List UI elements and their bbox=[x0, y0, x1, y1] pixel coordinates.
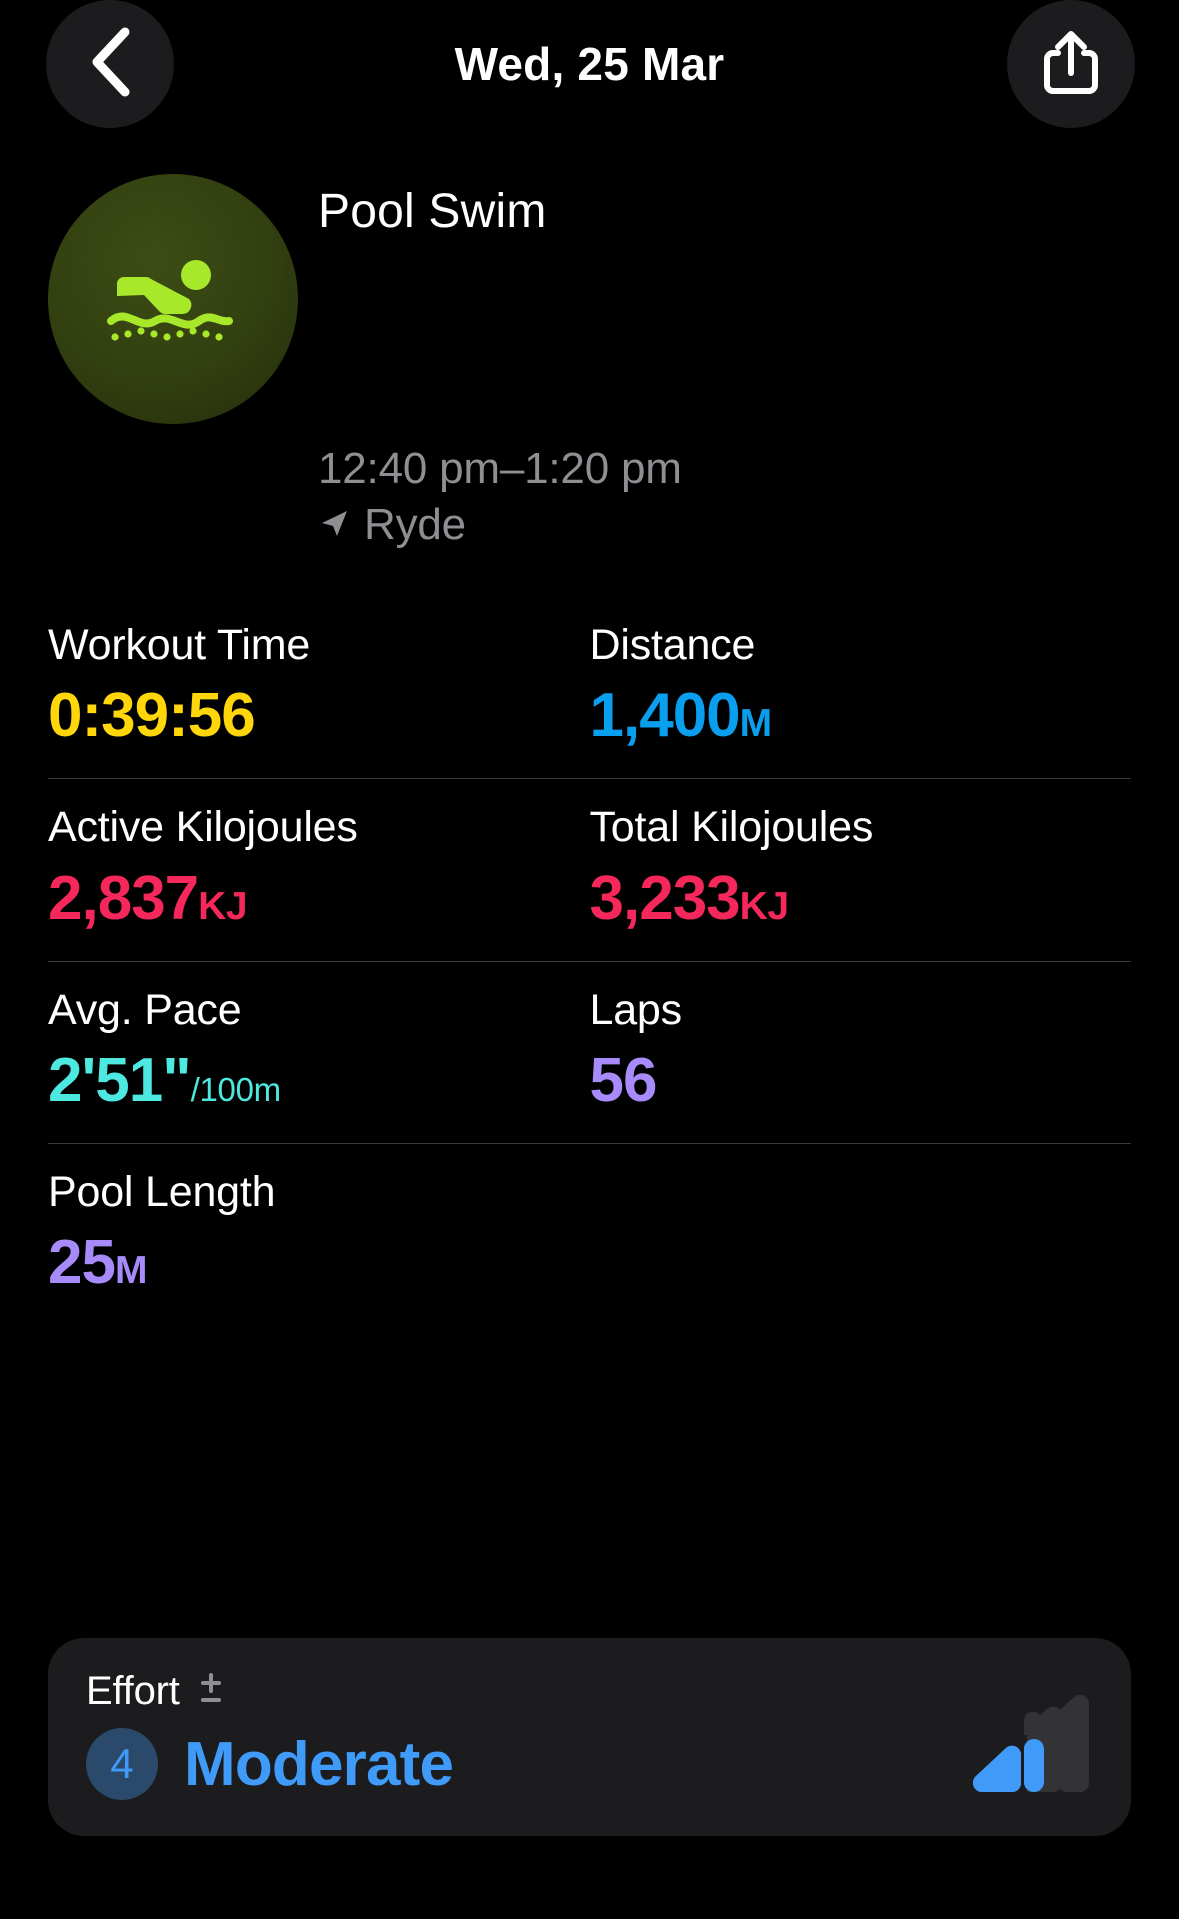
metric-label: Active Kilojoules bbox=[48, 803, 358, 852]
activity-location-label: Ryde bbox=[364, 500, 466, 550]
metric-label: Avg. Pace bbox=[48, 985, 242, 1034]
metric-distance: Distance 1,400M bbox=[589, 621, 1132, 748]
metric-row: Pool Length 25M bbox=[48, 1143, 1131, 1325]
metric-number: 2'51" bbox=[48, 1046, 192, 1116]
metric-value: 1,400M bbox=[590, 683, 1132, 748]
activity-name: Pool Swim bbox=[318, 185, 547, 238]
metric-label: Distance bbox=[589, 621, 756, 669]
metric-label: Laps bbox=[589, 985, 683, 1034]
metric-empty-slot bbox=[590, 1169, 1132, 1295]
effort-rating-badge: 4 bbox=[86, 1728, 158, 1800]
activity-summary: Pool Swim 12:40 pm–1:20 pm Ryde bbox=[0, 174, 1179, 574]
metric-workout-time: Workout Time 0:39:56 bbox=[48, 621, 590, 748]
plus-minus-icon[interactable] bbox=[194, 1668, 228, 1714]
metric-active-kilojoules: Active Kilojoules 2,837KJ bbox=[48, 803, 590, 931]
metric-label: Workout Time bbox=[48, 621, 311, 669]
metric-label: Pool Length bbox=[48, 1168, 276, 1217]
page-title: Wed, 25 Mar bbox=[454, 38, 725, 90]
metric-value: 3,233KJ bbox=[590, 866, 1132, 931]
metric-number: 25 bbox=[48, 1228, 116, 1298]
metric-row: Avg. Pace 2'51"/100m Laps 56 bbox=[48, 960, 1132, 1143]
metric-unit: M bbox=[739, 702, 773, 746]
metric-unit: KJ bbox=[198, 884, 248, 928]
activity-location: Ryde bbox=[318, 500, 682, 550]
metric-value: 2'51"/100m bbox=[48, 1048, 590, 1113]
metrics-grid: Workout Time 0:39:56 Distance 1,400M Act… bbox=[0, 596, 1179, 1326]
effort-label: Effort bbox=[86, 1668, 180, 1713]
share-icon bbox=[1043, 29, 1099, 100]
back-button[interactable] bbox=[46, 0, 174, 128]
metric-total-kilojoules: Total Kilojoules 3,233KJ bbox=[589, 803, 1132, 931]
metric-value: 2,837KJ bbox=[48, 866, 590, 931]
effort-header: Effort bbox=[86, 1668, 1093, 1714]
metric-value: 0:39:56 bbox=[48, 683, 590, 748]
metric-number: 1,400 bbox=[589, 681, 741, 751]
signal-bars-icon bbox=[969, 1691, 1090, 1804]
metric-number: 56 bbox=[589, 1046, 658, 1116]
metric-unit: M bbox=[114, 1249, 148, 1293]
metric-number: 0:39:56 bbox=[48, 681, 256, 751]
metric-value: 25M bbox=[48, 1230, 590, 1295]
navigation-bar: Wed, 25 Mar bbox=[0, 0, 1179, 128]
metric-value: 56 bbox=[590, 1048, 1132, 1113]
location-arrow-icon bbox=[318, 500, 350, 550]
activity-meta: 12:40 pm–1:20 pm Ryde bbox=[318, 444, 682, 550]
metric-row: Workout Time 0:39:56 Distance 1,400M bbox=[48, 596, 1131, 778]
share-button[interactable] bbox=[1007, 0, 1135, 128]
metric-pool-length: Pool Length 25M bbox=[48, 1168, 590, 1295]
effort-card[interactable]: Effort 4 Moderate bbox=[48, 1638, 1131, 1836]
metric-label: Total Kilojoules bbox=[589, 803, 874, 852]
activity-time-range: 12:40 pm–1:20 pm bbox=[318, 444, 682, 493]
metric-number: 3,233 bbox=[589, 863, 741, 933]
metric-laps: Laps 56 bbox=[589, 985, 1132, 1113]
effort-rating-name: Moderate bbox=[184, 1729, 454, 1799]
metric-unit: KJ bbox=[739, 884, 789, 928]
activity-icon-badge bbox=[48, 174, 298, 424]
metric-avg-pace: Avg. Pace 2'51"/100m bbox=[48, 985, 590, 1113]
metric-number: 2,837 bbox=[48, 863, 199, 933]
metric-unit: /100m bbox=[190, 1071, 282, 1109]
metric-row: Active Kilojoules 2,837KJ Total Kilojoul… bbox=[48, 778, 1131, 960]
effort-value-row: 4 Moderate bbox=[86, 1694, 1093, 1800]
pool-swim-icon bbox=[103, 251, 243, 348]
chevron-left-icon bbox=[87, 26, 133, 103]
